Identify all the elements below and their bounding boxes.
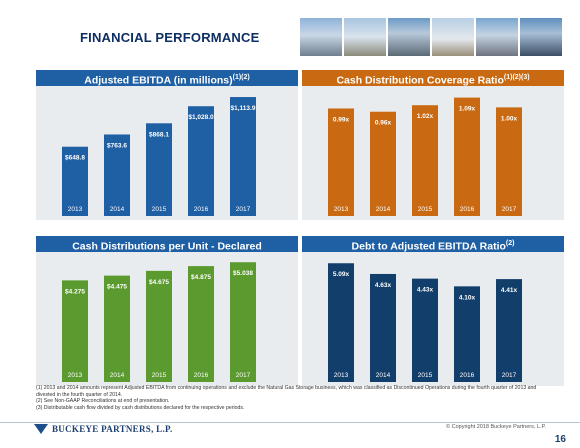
bar-value-label: $4.675 [149, 279, 169, 286]
bar-value-label: 4.63x [375, 282, 392, 289]
bar-value-label: $763.6 [107, 142, 127, 149]
bar-2017 [496, 107, 522, 216]
footnote: (3) Distributable cash flow divided by c… [36, 404, 245, 411]
bar-2014 [104, 134, 130, 216]
ebitda-chart: $648.8 2013 $763.6 2014 $868.1 2015 $1,028.0 20… [62, 97, 256, 216]
x-tick-label: 2013 [68, 206, 83, 213]
bar-2013 [62, 280, 88, 382]
chart-title: Debt to Adjusted EBITDA Ratio [351, 240, 506, 253]
footnote: divested in the fourth quarter of 2014. [36, 391, 123, 398]
x-tick-label: 2013 [334, 206, 349, 213]
footnotes: (1) 2013 and 2014 amounts represent Adju… [36, 385, 556, 411]
x-tick-label: 2013 [68, 372, 83, 379]
chart-header: Cash Distributions per Unit - Declared [36, 236, 298, 253]
debt-ratio-chart-panel: Debt to Adjusted EBITDA Ratio(2) 5.09x 20… [302, 236, 564, 386]
distributions-chart-panel: Cash Distributions per Unit - Declared $… [36, 236, 298, 386]
bar-value-label: $1,028.0 [188, 114, 214, 121]
bar-2016 [188, 266, 214, 382]
bar-value-label: 0.99x [333, 116, 350, 123]
page-title: FINANCIAL PERFORMANCE [80, 30, 260, 45]
logo-icon [34, 424, 48, 434]
copyright-notice: © Copyright 2018 Buckeye Partners, L.P. [446, 424, 546, 430]
bar-value-label: 4.10x [459, 294, 476, 301]
bar-value-label: 4.43x [417, 287, 434, 294]
bar-2015 [146, 270, 172, 382]
chart-title: Cash Distribution Coverage Ratio [336, 74, 504, 87]
bar-2016 [454, 286, 480, 382]
bar-value-label: 5.09x [333, 271, 350, 278]
footnote: (2) See Non-GAAP Reconciliations at end … [36, 398, 170, 405]
x-tick-label: 2014 [376, 372, 391, 379]
x-tick-label: 2014 [110, 372, 125, 379]
x-tick-label: 2017 [502, 206, 517, 213]
bar-2016 [454, 97, 480, 216]
bar-2017 [230, 262, 256, 382]
bar-2014 [370, 273, 396, 382]
distributions-chart: $4.275 2013 $4.475 2014 $4.675 2015 $4.875 2016… [62, 262, 256, 382]
logo-text: BUCKEYE PARTNERS, L.P. [52, 424, 173, 434]
x-tick-label: 2015 [152, 372, 167, 379]
bar-value-label: $5.038 [233, 270, 253, 277]
bar-2017 [496, 279, 522, 382]
bar-2014 [104, 275, 130, 382]
chart-header: Cash Distribution Coverage Ratio(1)(2)(3… [302, 70, 564, 87]
bar-2014 [370, 111, 396, 216]
bar-2015 [146, 123, 172, 216]
x-tick-label: 2017 [236, 206, 251, 213]
chart-title: Cash Distributions per Unit - Declared [72, 240, 262, 253]
chart-header: Debt to Adjusted EBITDA Ratio(2) [302, 236, 564, 253]
bar-2015 [412, 278, 438, 382]
bar-value-label: $1,113.9 [231, 105, 256, 112]
x-tick-label: 2015 [418, 372, 433, 379]
bar-value-label: 0.96x [375, 120, 392, 127]
bar-2017 [230, 97, 256, 216]
chart-title-footnote: (1)(2) [232, 74, 250, 81]
ebitda-chart-panel: Adjusted EBITDA (in millions)(1)(2) $648… [36, 70, 298, 220]
x-tick-label: 2017 [502, 372, 517, 379]
refinery-photo [388, 18, 430, 56]
x-tick-label: 2017 [236, 372, 251, 379]
bar-value-label: $868.1 [149, 131, 169, 138]
bar-2015 [412, 105, 438, 216]
worker-photo [520, 18, 562, 56]
coverage-chart: 0.99x 2013 0.96x 2014 1.02x 2015 1.09x 2016 1.00… [328, 97, 522, 216]
bar-value-label: 4.41x [501, 287, 518, 294]
storage-tanks-photo [344, 18, 386, 56]
bar-value-label: 1.02x [417, 113, 434, 120]
page-number: 16 [554, 434, 566, 445]
debt-ratio-chart: 5.09x 2013 4.63x 2014 4.43x 2015 4.10x 2016 4.41… [328, 263, 522, 382]
bar-value-label: 1.00x [501, 115, 518, 122]
bar-2016 [188, 106, 214, 216]
x-tick-label: 2014 [376, 206, 391, 213]
company-logo: BUCKEYE PARTNERS, L.P. [34, 424, 173, 434]
chart-title-footnote: (2) [505, 240, 515, 247]
bar-2013 [62, 146, 88, 216]
x-tick-label: 2016 [460, 372, 475, 379]
x-tick-label: 2016 [460, 206, 475, 213]
bar-value-label: $4.475 [107, 284, 127, 291]
facility-photo [476, 18, 518, 56]
x-tick-label: 2013 [334, 372, 349, 379]
header-photo-strip [300, 18, 562, 56]
x-tick-label: 2015 [418, 206, 433, 213]
chart-header: Adjusted EBITDA (in millions)(1)(2) [36, 70, 298, 87]
x-tick-label: 2016 [194, 372, 209, 379]
bar-2013 [328, 263, 354, 382]
chart-title-footnote: (1)(2)(3) [503, 74, 530, 81]
terminal-photo [300, 18, 342, 56]
footer-divider [0, 422, 580, 423]
chart-title: Adjusted EBITDA (in millions) [84, 74, 233, 87]
x-tick-label: 2016 [194, 206, 209, 213]
x-tick-label: 2015 [152, 206, 167, 213]
footnote: (1) 2013 and 2014 amounts represent Adju… [36, 385, 537, 391]
coverage-chart-panel: Cash Distribution Coverage Ratio(1)(2)(3… [302, 70, 564, 220]
bar-value-label: 1.09x [459, 106, 476, 113]
x-tick-label: 2014 [110, 206, 125, 213]
bar-value-label: $4.275 [65, 288, 85, 295]
bar-2013 [328, 108, 354, 216]
bar-value-label: $4.875 [191, 274, 211, 281]
bar-value-label: $648.8 [65, 155, 85, 162]
pipeline-photo [432, 18, 474, 56]
